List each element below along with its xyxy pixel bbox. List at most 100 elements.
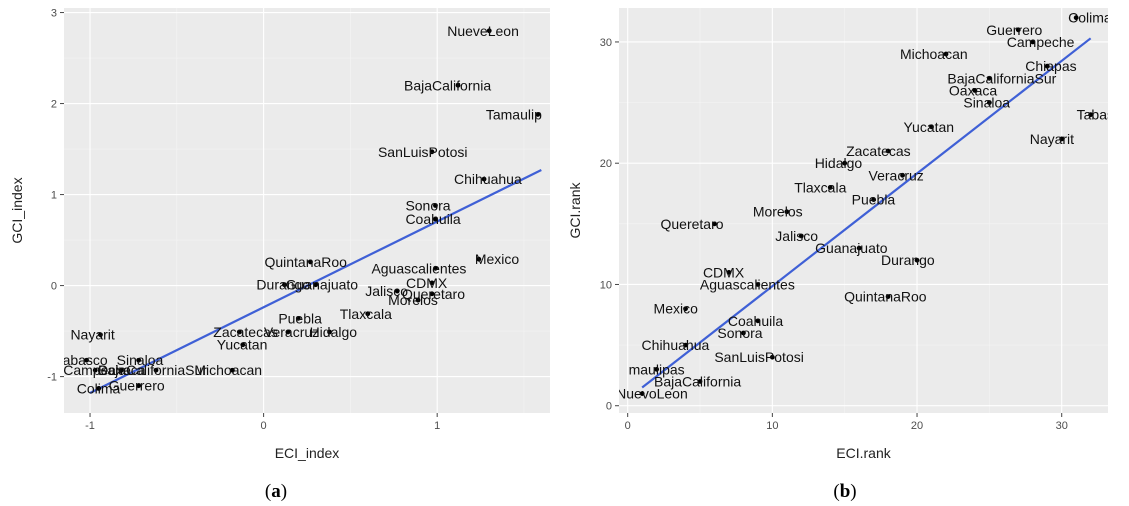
data-point bbox=[871, 197, 877, 202]
point-label: SanLuisPotosi bbox=[378, 144, 468, 160]
point-label: Tamaulip bbox=[486, 106, 542, 122]
point-label: Campeche bbox=[1007, 34, 1075, 50]
data-point bbox=[929, 124, 934, 130]
point-label: Oaxaca bbox=[97, 362, 145, 378]
point-label: Hidalgo bbox=[815, 155, 863, 171]
point-label: Sinaloa bbox=[963, 95, 1010, 111]
y-tick-label: 10 bbox=[600, 279, 612, 291]
point-label: Michoacan bbox=[194, 362, 262, 378]
regression-line bbox=[89, 169, 542, 394]
data-point bbox=[136, 357, 142, 363]
data-point bbox=[327, 329, 332, 335]
point-label: BajaCaliforniaSur bbox=[947, 70, 1056, 86]
regression-line bbox=[641, 37, 1092, 389]
data-point bbox=[429, 291, 435, 297]
point-label: Durango bbox=[881, 252, 935, 268]
x-axis-title: ECI.rank bbox=[836, 445, 891, 461]
point-label: CDMX bbox=[406, 275, 448, 291]
point-label: Chihuahua bbox=[642, 337, 710, 353]
data-point bbox=[98, 332, 103, 338]
point-label: Mexico bbox=[654, 301, 699, 317]
x-tick-label: 0 bbox=[625, 420, 631, 432]
data-point bbox=[683, 306, 688, 312]
data-point bbox=[885, 148, 891, 154]
y-tick-label: 30 bbox=[600, 37, 612, 49]
point-label: CDMX bbox=[703, 264, 745, 280]
data-point bbox=[639, 391, 645, 396]
point-label: Campeche bbox=[63, 362, 131, 378]
point-label: Colima bbox=[77, 380, 121, 396]
data-point bbox=[285, 329, 291, 335]
data-point bbox=[986, 75, 992, 81]
data-point bbox=[229, 367, 235, 373]
point-label: Zacatecas bbox=[213, 324, 278, 340]
point-label: SanLuisPotosi bbox=[714, 349, 804, 365]
point-label: Coahuila bbox=[728, 313, 783, 329]
y-tick-label: 3 bbox=[51, 8, 57, 20]
point-label: Yucatan bbox=[217, 337, 268, 353]
point-label: Aguascalientes bbox=[371, 260, 466, 276]
data-point bbox=[712, 221, 717, 227]
panel-a: -1 0 1 -1 0 1 2 3 NueveLeon BajaCalifornia Tamauli… bbox=[9, 8, 550, 502]
y-axis-title: GCI.rank bbox=[567, 181, 583, 238]
data-point bbox=[535, 112, 541, 117]
y-tick-label: 2 bbox=[51, 99, 57, 111]
point-label: BajaCalifornia bbox=[404, 77, 491, 93]
point-label: Guanajuato bbox=[815, 240, 888, 256]
point-label: Zacatecas bbox=[846, 143, 911, 159]
point-label: QuintanaRoo bbox=[844, 289, 927, 305]
data-point bbox=[486, 28, 492, 34]
data-point bbox=[885, 294, 891, 299]
y-axis-title: GCI_index bbox=[9, 177, 25, 243]
x-tick-label: 10 bbox=[766, 420, 778, 432]
point-label: Colima bbox=[1068, 10, 1112, 26]
point-label: Guerrero bbox=[109, 378, 165, 394]
data-point bbox=[741, 330, 746, 336]
point-label: Durango bbox=[256, 277, 310, 293]
x-tick-label: 30 bbox=[1056, 420, 1068, 432]
data-point bbox=[1015, 27, 1021, 33]
data-point bbox=[842, 160, 848, 166]
data-point bbox=[697, 379, 703, 384]
data-point bbox=[1088, 112, 1094, 118]
point-label: Chihuahua bbox=[454, 171, 522, 187]
data-point bbox=[726, 269, 732, 275]
data-point bbox=[240, 342, 246, 348]
data-point bbox=[92, 367, 98, 373]
point-label: Tlaxcala bbox=[794, 179, 846, 195]
x-tick-label: -1 bbox=[85, 420, 95, 432]
point-label: Puebla bbox=[278, 310, 322, 326]
point-label: Yucatan bbox=[903, 119, 954, 135]
point-label: Veracruz bbox=[869, 167, 924, 183]
x-tick-label: 20 bbox=[911, 420, 923, 432]
point-label: Coahuila bbox=[405, 211, 460, 227]
data-point bbox=[295, 315, 301, 321]
point-label: NueveLeon bbox=[447, 23, 519, 39]
point-label: Morelos bbox=[388, 292, 438, 308]
data-point bbox=[784, 209, 790, 215]
data-point bbox=[972, 88, 978, 93]
data-point bbox=[481, 176, 487, 182]
point-label: Oaxaca bbox=[949, 82, 997, 98]
point-label: Mexico bbox=[475, 251, 520, 267]
data-point bbox=[136, 383, 142, 389]
data-point bbox=[433, 203, 438, 208]
point-label: Sinaloa bbox=[117, 352, 164, 368]
data-point bbox=[1030, 39, 1036, 45]
point-label: Aguascalientes bbox=[700, 276, 795, 292]
y-tick-label: -1 bbox=[47, 372, 57, 384]
x-axis-title: ECI_index bbox=[275, 445, 340, 461]
point-label: abasco bbox=[63, 352, 108, 368]
data-point bbox=[755, 318, 761, 324]
data-point bbox=[365, 311, 371, 317]
data-point bbox=[394, 288, 400, 294]
panel-background bbox=[64, 8, 550, 413]
panel-caption: (a) bbox=[265, 481, 287, 502]
y-tick-label: 1 bbox=[51, 190, 57, 202]
data-point bbox=[433, 265, 438, 271]
point-label: NuevoLeon bbox=[616, 386, 688, 402]
panel-caption: (b) bbox=[833, 481, 856, 502]
data-point bbox=[769, 354, 775, 360]
point-label: Tabasco bbox=[1077, 107, 1129, 123]
